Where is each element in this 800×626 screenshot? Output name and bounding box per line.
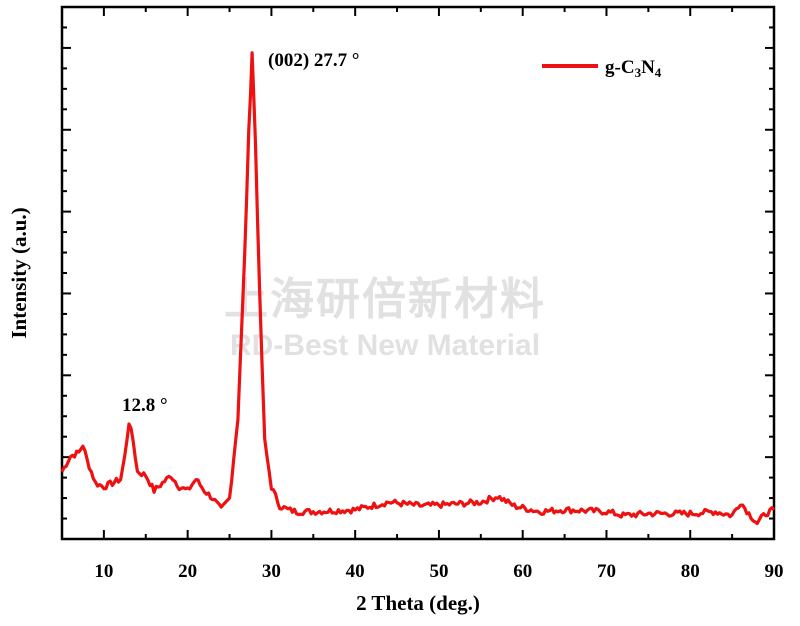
series-layer <box>60 51 776 526</box>
watermark: 上海研倍新材料 RD-Best New Material <box>224 274 546 362</box>
series-line-g-c3n4 <box>60 51 776 526</box>
y-axis-ticks <box>62 26 774 520</box>
watermark-english: RD-Best New Material <box>230 329 540 362</box>
legend: g-C3N4 <box>542 57 662 80</box>
x-axis-tick-labels: 10 20 30 40 50 60 70 80 90 <box>94 561 783 582</box>
x-tick-label: 60 <box>513 561 532 582</box>
x-tick-label: 40 <box>346 561 365 582</box>
legend-label-sub2: 4 <box>655 65 662 80</box>
x-tick-label: 10 <box>94 561 113 582</box>
x-tick-label: 30 <box>262 561 281 582</box>
x-tick-label: 20 <box>178 561 197 582</box>
legend-label-prefix: g-C <box>605 57 635 78</box>
legend-label-sub1: 3 <box>635 65 642 80</box>
legend-label-mid: N <box>641 57 655 78</box>
x-tick-label: 80 <box>681 561 700 582</box>
x-axis-ticks <box>61 7 775 539</box>
annotations: (002) 27.7 ° 12.8 ° <box>122 50 360 416</box>
x-axis-title: 2 Theta (deg.) <box>356 591 480 615</box>
watermark-chinese: 上海研倍新材料 <box>224 274 546 325</box>
annotation-12-8-peak: 12.8 ° <box>122 395 168 416</box>
legend-label: g-C3N4 <box>605 57 662 80</box>
x-tick-label: 50 <box>429 561 448 582</box>
y-axis-title: Intensity (a.u.) <box>7 207 31 338</box>
plot-frame <box>60 5 776 541</box>
x-tick-label: 90 <box>765 561 784 582</box>
x-tick-label: 70 <box>597 561 616 582</box>
annotation-002-peak: (002) 27.7 ° <box>268 50 360 71</box>
